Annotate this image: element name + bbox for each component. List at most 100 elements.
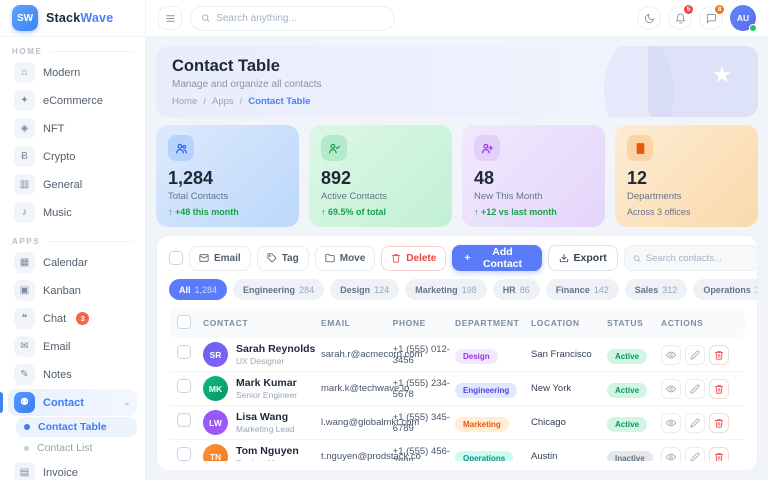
global-search[interactable]: [190, 5, 395, 31]
sidebar-subitem-label: Contact Table: [38, 421, 107, 433]
contacts-search-input[interactable]: [645, 252, 750, 264]
delete-button[interactable]: [709, 344, 729, 365]
edit-button[interactable]: [685, 446, 705, 461]
eye-icon: [666, 385, 676, 392]
stat-delta: ↑ +12 vs last month: [474, 207, 557, 217]
sidebar-item-label: Invoice: [43, 466, 78, 479]
sidebar-item-label: Chat: [43, 312, 67, 325]
sidebar-item-calendar[interactable]: ▦ Calendar: [8, 249, 137, 276]
bulk-email-button[interactable]: Email: [189, 245, 251, 271]
view-button[interactable]: [661, 378, 681, 399]
sidebar-subitem-contact-list[interactable]: Contact List: [16, 438, 137, 458]
avatar: SR: [203, 342, 228, 367]
page-title: Contact Table: [172, 57, 280, 75]
delete-button[interactable]: [709, 412, 729, 433]
avatar: TN: [203, 444, 228, 461]
chip-count: 312: [662, 284, 678, 295]
export-button[interactable]: Export: [547, 245, 618, 271]
messages-button[interactable]: 8: [699, 4, 725, 30]
department-filter-chips: All 1,284 Engineering 284 Design 124 Market…: [169, 279, 757, 300]
sidebar-item-nft[interactable]: ◈ NFT: [8, 115, 137, 142]
user-avatar[interactable]: AU: [730, 5, 757, 32]
row-checkbox[interactable]: [177, 345, 191, 359]
delete-button[interactable]: [709, 378, 729, 399]
stat-value: 12: [627, 168, 648, 188]
sidebar-item-email[interactable]: ✉ Email: [8, 333, 137, 360]
view-button[interactable]: [661, 412, 681, 433]
row-checkbox[interactable]: [177, 379, 191, 393]
filter-chip-engineering[interactable]: Engineering 284: [233, 279, 325, 300]
trash-icon: [714, 418, 724, 428]
sidebar-item-modern[interactable]: ⌂ Modern: [8, 59, 137, 86]
contact-name: Sarah Reynolds: [236, 343, 316, 355]
sidebar-item-kanban[interactable]: ▣ Kanban: [8, 277, 137, 304]
filter-chip-sales[interactable]: Sales 312: [624, 279, 688, 300]
button-label: Export: [573, 252, 607, 264]
decorative-blob: [648, 46, 758, 117]
sidebar-item-label: Contact: [43, 396, 84, 409]
sidebar-item-chat[interactable]: ❝ Chat 3: [8, 305, 137, 332]
filter-chip-design[interactable]: Design 124: [330, 279, 400, 300]
row-checkbox[interactable]: [177, 413, 191, 427]
breadcrumb-apps[interactable]: Apps: [211, 96, 234, 107]
hamburger-menu-button[interactable]: [158, 6, 182, 30]
add-contact-button[interactable]: + Add Contact: [452, 245, 542, 271]
bulk-delete-button[interactable]: Delete: [381, 245, 447, 271]
delete-button[interactable]: [709, 446, 729, 461]
notifications-count-badge: 5: [683, 4, 694, 15]
filter-chip-finance[interactable]: Finance 142: [545, 279, 619, 300]
filter-chip-operations[interactable]: Operations 138: [693, 279, 757, 300]
contact-name: Lisa Wang: [236, 411, 289, 423]
contacts-search[interactable]: [623, 245, 757, 271]
contact-email: mark.k@techwave.io: [321, 383, 410, 394]
contact-role: Product Manager: [236, 458, 301, 461]
department-badge: Marketing: [455, 416, 509, 432]
view-button[interactable]: [661, 344, 681, 365]
sidebar-item-contact[interactable]: ⚉ Contact ⌄: [0, 389, 137, 416]
sidebar-item-invoice[interactable]: ▤ Invoice: [8, 459, 137, 480]
brand-name-primary: Stack: [46, 11, 81, 25]
notifications-button[interactable]: 5: [668, 4, 694, 30]
header-select-all-checkbox[interactable]: [177, 315, 191, 329]
col-header-phone: Phone: [392, 318, 426, 328]
brand-name-accent: Wave: [80, 11, 114, 25]
sidebar-item-label: General: [43, 178, 83, 191]
avatar: LW: [203, 410, 228, 435]
envelope-icon: ✉: [14, 336, 35, 357]
status-badge: Inactive: [607, 450, 653, 461]
moon-icon: [644, 13, 654, 23]
sidebar-subitem-label: Contact List: [37, 442, 93, 454]
sidebar-item-label: Email: [43, 340, 71, 353]
trash-icon: [714, 350, 724, 360]
sidebar-subitem-contact-table[interactable]: Contact Table: [16, 417, 137, 437]
sidebar-item-music[interactable]: ♪ Music: [8, 199, 137, 226]
global-search-input[interactable]: [216, 12, 384, 24]
status-badge: Active: [607, 348, 648, 364]
sidebar-item-label: Crypto: [43, 150, 76, 163]
chip-label: HR: [502, 284, 516, 295]
edit-button[interactable]: [685, 344, 705, 365]
filter-chip-marketing[interactable]: Marketing 198: [405, 279, 487, 300]
sidebar-item-general[interactable]: ▥ General: [8, 171, 137, 198]
col-header-location: Location: [531, 318, 580, 328]
filter-chip-all[interactable]: All 1,284: [169, 279, 228, 300]
music-note-icon: ♪: [14, 202, 35, 223]
row-checkbox[interactable]: [177, 447, 191, 461]
breadcrumb-home[interactable]: Home: [172, 96, 198, 107]
select-all-checkbox[interactable]: [169, 251, 183, 265]
bulk-move-button[interactable]: Move: [314, 245, 376, 271]
bulk-tag-button[interactable]: Tag: [256, 245, 309, 271]
edit-button[interactable]: [685, 378, 705, 399]
edit-button[interactable]: [685, 412, 705, 433]
sidebar-item-ecommerce[interactable]: ✦ eCommerce: [8, 87, 137, 114]
sidebar-item-notes[interactable]: ✎ Notes: [8, 361, 137, 388]
sidebar-item-crypto[interactable]: Ƀ Crypto: [8, 143, 137, 170]
button-label: Delete: [406, 252, 437, 264]
chip-label: Operations: [703, 284, 751, 295]
contact-location: San Francisco: [531, 349, 592, 360]
eye-icon: [666, 351, 676, 358]
view-button[interactable]: [661, 446, 681, 461]
eye-icon: [666, 453, 676, 460]
filter-chip-hr[interactable]: HR 86: [492, 279, 540, 300]
dark-mode-button[interactable]: [637, 6, 661, 30]
